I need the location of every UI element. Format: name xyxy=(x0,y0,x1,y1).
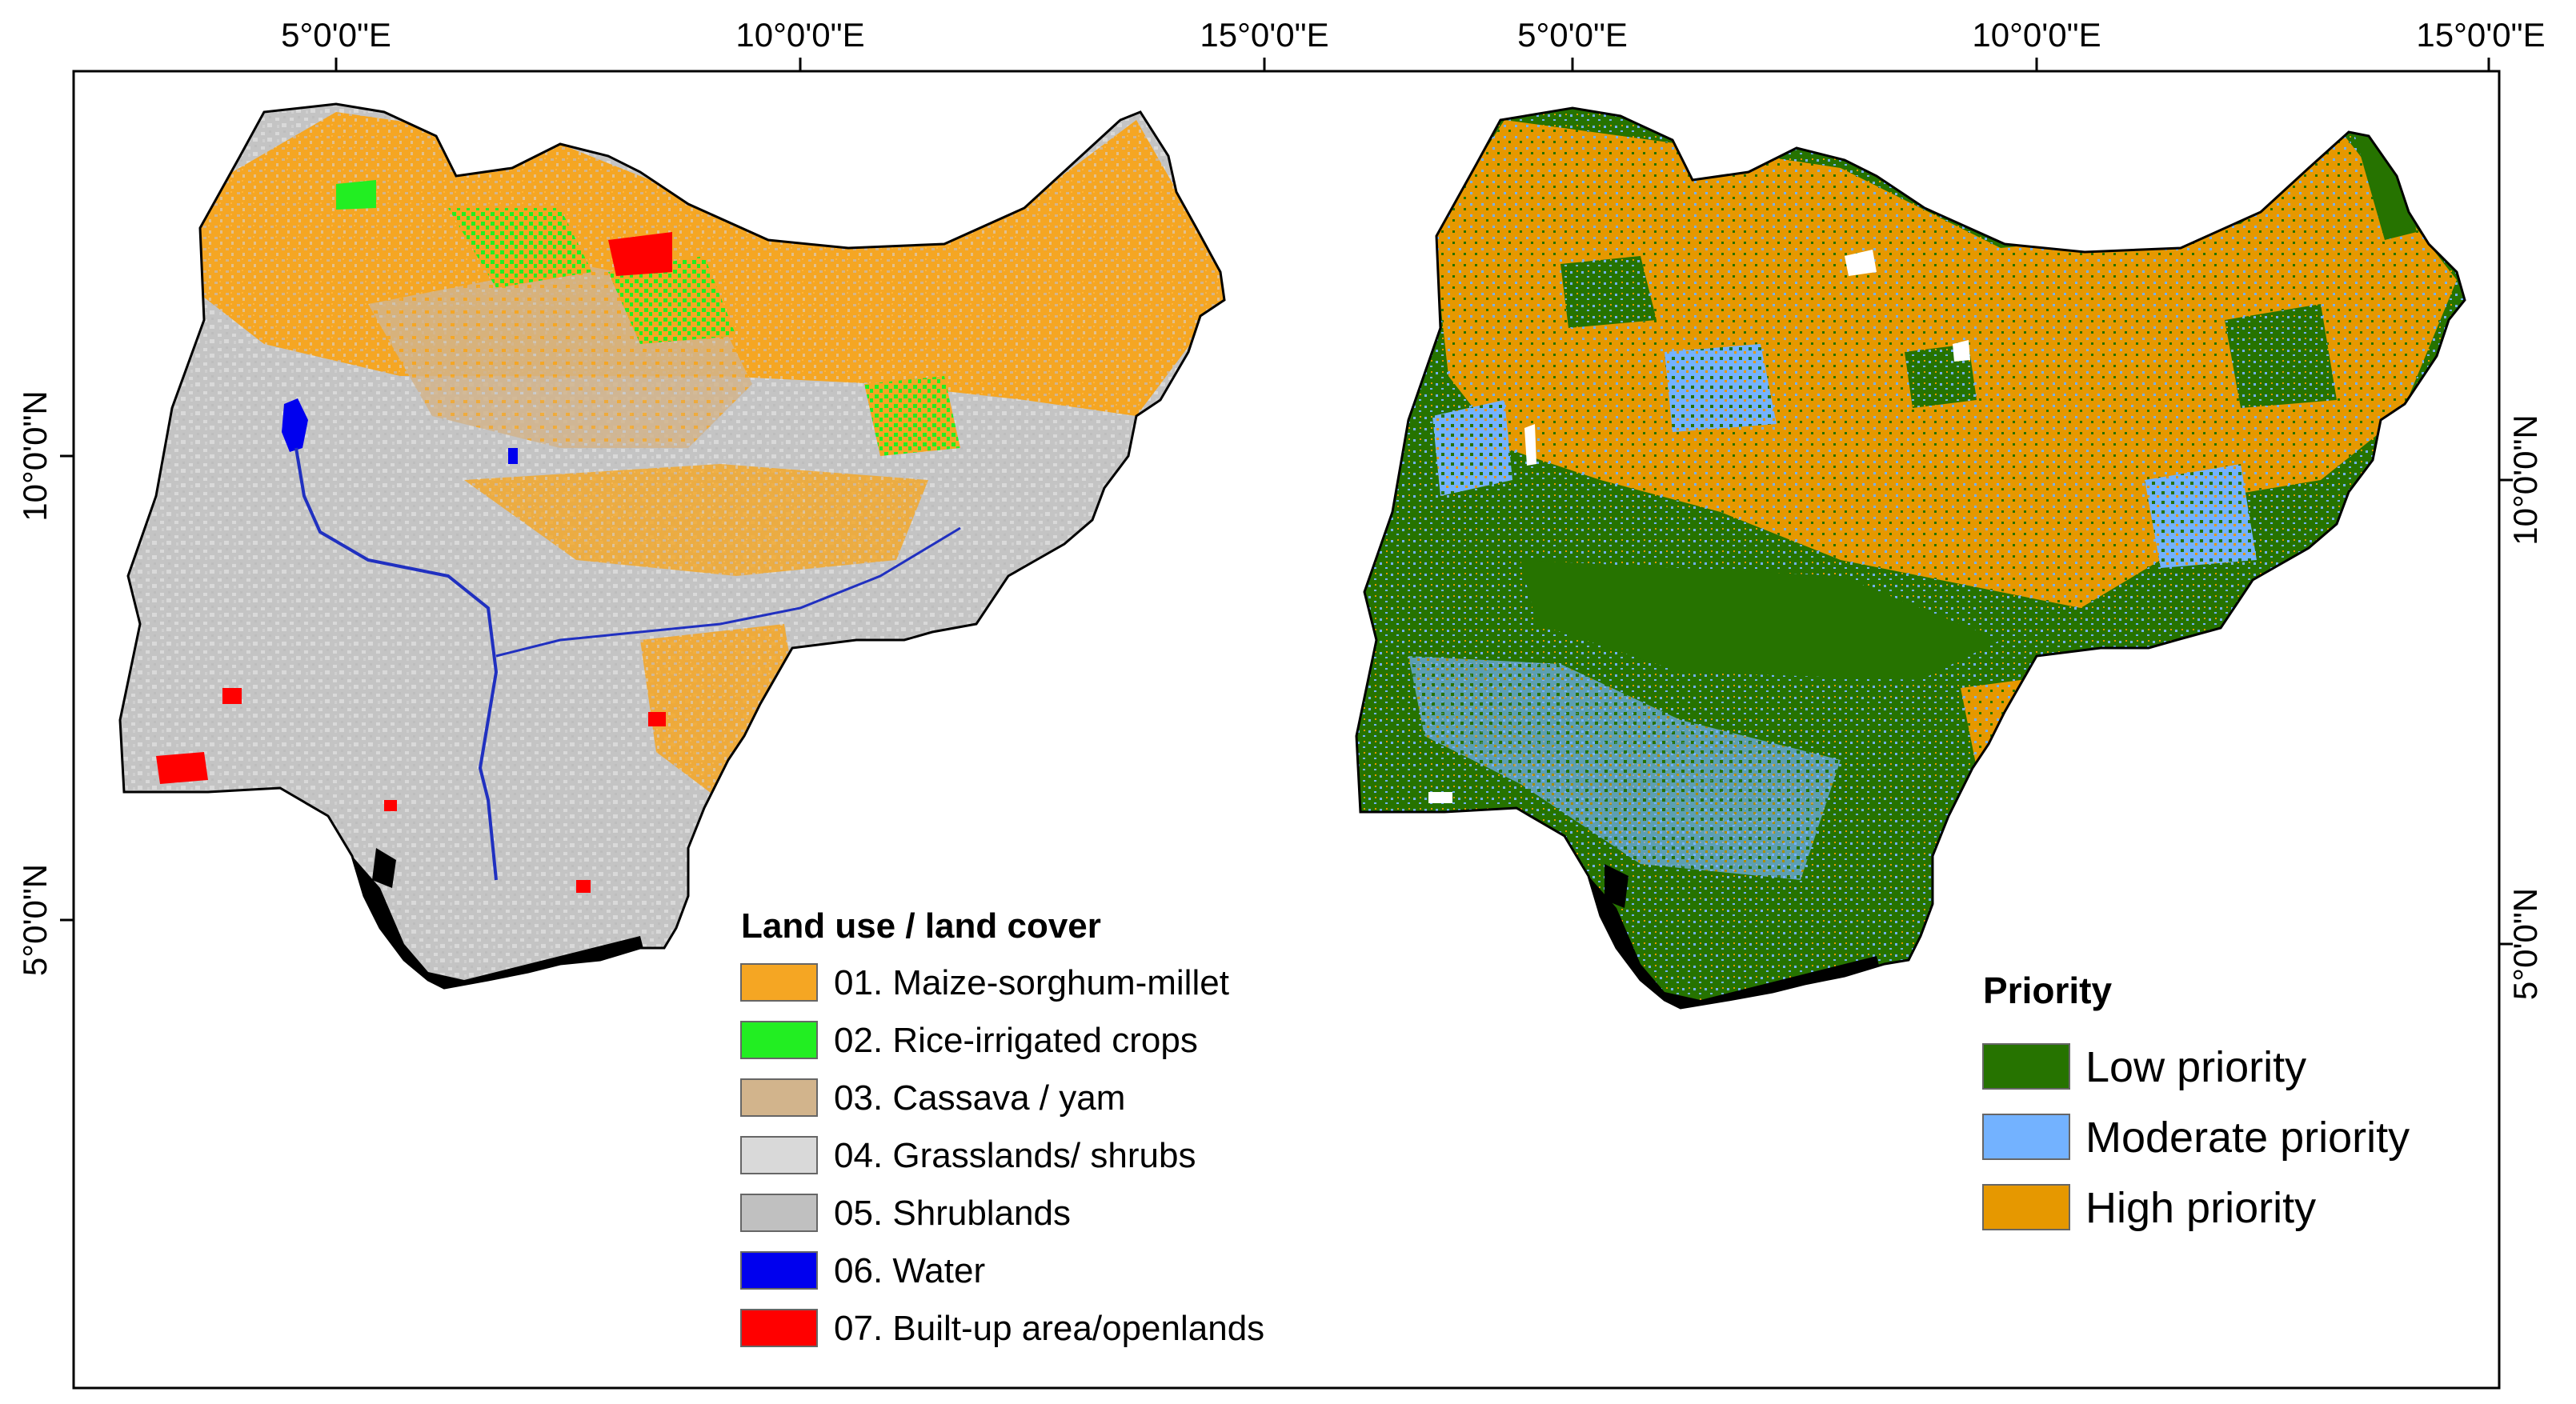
lulc-rice-patch-3 xyxy=(864,376,960,456)
lulc-legend-swatch-5 xyxy=(740,1194,818,1232)
lulc-builtup-abuja xyxy=(648,712,666,726)
priority-nodata-4 xyxy=(1428,792,1452,803)
priority-low-patch-2 xyxy=(2225,304,2337,408)
lulc-nigeria-map xyxy=(120,104,1224,988)
lulc-legend-item-2: 02. Rice-irrigated crops xyxy=(740,1021,1198,1060)
lulc-niger-delta xyxy=(352,856,644,988)
lulc-map-panel: 5°0'0"E 10°0'0"E 15°0'0"E 10°0'0"N 5°0'0… xyxy=(16,16,1329,1348)
lulc-builtup-ibadan xyxy=(222,688,242,704)
lulc-legend-item-7: 07. Built-up area/openlands xyxy=(740,1309,1264,1348)
lulc-niger-river xyxy=(294,447,499,881)
priority-legend-swatch-high xyxy=(1982,1184,2070,1230)
lulc-legend-swatch-7 xyxy=(740,1309,818,1347)
priority-moderate-patch-3 xyxy=(1432,400,1512,496)
lulc-rice-patch-2 xyxy=(608,256,736,344)
lulc-legend-label-3: 03. Cassava / yam xyxy=(834,1078,1125,1118)
priority-moderate-patch-1 xyxy=(1665,344,1777,432)
lulc-legend-label-2: 02. Rice-irrigated crops xyxy=(834,1021,1198,1060)
lulc-legend: Land use / land cover 01. Maize-sorghum-… xyxy=(740,906,1264,1348)
priority-legend-item-moderate: Moderate priority xyxy=(1982,1114,2410,1162)
priority-legend-label-low: Low priority xyxy=(2085,1043,2306,1091)
lulc-legend-swatch-4 xyxy=(740,1136,818,1174)
lulc-lon-tick-15: 15°0'0"E xyxy=(1200,16,1328,54)
priority-nigeria-map xyxy=(1356,108,2465,1008)
lulc-legend-label-5: 05. Shrublands xyxy=(834,1194,1071,1233)
priority-legend-swatch-moderate xyxy=(1982,1114,2070,1160)
priority-legend-label-high: High priority xyxy=(2085,1184,2316,1232)
priority-nodata-3 xyxy=(1953,340,1970,362)
lulc-legend-item-3: 03. Cassava / yam xyxy=(740,1078,1125,1118)
lulc-benue-river xyxy=(495,526,961,658)
priority-moderate-south xyxy=(1408,656,1841,880)
lulc-maize-central xyxy=(464,464,928,576)
priority-low-patch-1 xyxy=(1560,256,1657,328)
priority-legend-item-low: Low priority xyxy=(1982,1043,2306,1091)
priority-map-panel: 5°0'0"E 10°0'0"E 15°0'0"E 10°0'0"N 5°0'0… xyxy=(1355,16,2546,1232)
lulc-legend-swatch-6 xyxy=(740,1251,818,1290)
lulc-kainji-lake xyxy=(282,398,308,452)
lulc-legend-item-4: 04. Grasslands/ shrubs xyxy=(740,1136,1196,1175)
lulc-water-patch xyxy=(508,448,518,464)
lulc-builtup-kano xyxy=(608,232,672,276)
priority-lon-tick-5: 5°0'0"E xyxy=(1517,16,1628,54)
priority-high-east xyxy=(1961,672,2129,792)
lulc-legend-label-1: 01. Maize-sorghum-millet xyxy=(834,963,1229,1002)
lulc-legend-item-6: 06. Water xyxy=(740,1251,985,1290)
lulc-lon-tick-5: 5°0'0"E xyxy=(281,16,391,54)
priority-moderate-patch-2 xyxy=(2145,464,2257,568)
lulc-legend-label-4: 04. Grasslands/ shrubs xyxy=(834,1136,1196,1175)
priority-delta-pts xyxy=(1604,864,1629,908)
priority-legend-label-moderate: Moderate priority xyxy=(2085,1114,2410,1162)
priority-legend: Priority Low priority Moderate priority … xyxy=(1982,970,2410,1232)
lulc-legend-title: Land use / land cover xyxy=(741,906,1101,946)
priority-legend-item-high: High priority xyxy=(1982,1184,2316,1232)
priority-lon-tick-15: 15°0'0"E xyxy=(2416,16,2545,54)
lulc-lat-tick-10: 10°0'0"N xyxy=(16,390,54,522)
priority-nodata-2 xyxy=(1845,250,1877,276)
lulc-legend-item-5: 05. Shrublands xyxy=(740,1194,1071,1233)
lulc-lon-tick-10: 10°0'0"E xyxy=(735,16,864,54)
lulc-rice-patch-4 xyxy=(336,180,376,210)
lulc-legend-item-1: 01. Maize-sorghum-millet xyxy=(740,963,1229,1002)
lulc-builtup-lagos xyxy=(156,752,208,784)
lulc-builtup-enugu xyxy=(576,880,591,893)
lulc-rice-patch-1 xyxy=(448,208,592,288)
priority-nodata-1 xyxy=(1524,424,1536,466)
priority-low-middle xyxy=(1520,560,2001,680)
lulc-legend-label-7: 07. Built-up area/openlands xyxy=(834,1309,1264,1348)
lulc-builtup-pc xyxy=(384,800,397,811)
priority-low-northeast xyxy=(2353,128,2417,240)
lulc-delta-pts xyxy=(372,848,396,888)
lulc-legend-swatch-3 xyxy=(740,1078,818,1117)
lulc-legend-swatch-2 xyxy=(740,1021,818,1059)
lulc-lat-tick-5: 5°0'0"N xyxy=(16,864,54,976)
priority-legend-swatch-low xyxy=(1982,1043,2070,1090)
figure-frame xyxy=(72,70,2501,1390)
priority-niger-delta xyxy=(1588,876,1881,1008)
priority-lon-tick-10: 10°0'0"E xyxy=(1972,16,2101,54)
lulc-legend-swatch-1 xyxy=(740,963,818,1002)
priority-legend-title: Priority xyxy=(1983,970,2112,1011)
lulc-legend-label-6: 06. Water xyxy=(834,1251,985,1290)
